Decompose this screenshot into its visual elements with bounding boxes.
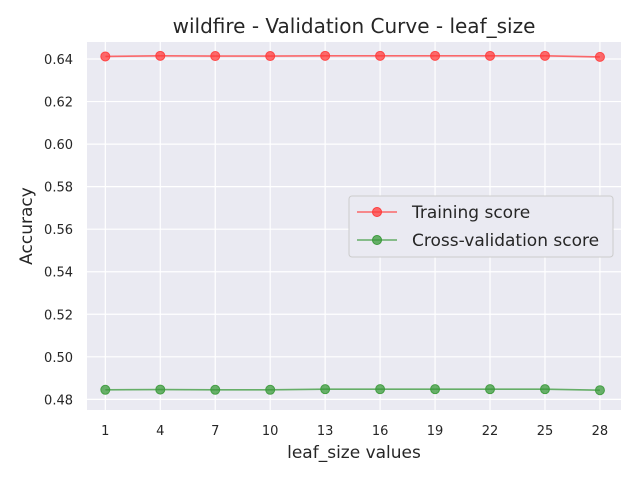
x-tick-label: 7 [211, 424, 219, 439]
legend-label-training: Training score [411, 203, 530, 223]
y-axis-label: Accuracy [17, 187, 37, 265]
data-point [155, 384, 166, 395]
x-tick-label: 4 [156, 424, 164, 439]
y-tick-label: 0.54 [44, 266, 73, 281]
data-point [155, 50, 166, 61]
legend: Training score Cross-validation score [348, 195, 614, 258]
data-point [210, 384, 221, 395]
series-layer [100, 50, 605, 396]
data-point [100, 384, 111, 395]
data-point [594, 385, 605, 396]
x-tick-label: 10 [262, 424, 279, 439]
data-point [320, 384, 331, 395]
data-point [430, 50, 441, 61]
data-point [375, 384, 386, 395]
data-point [375, 50, 386, 61]
data-point [210, 51, 221, 62]
legend-label-cv: Cross-validation score [412, 231, 599, 251]
legend-box [348, 195, 614, 258]
x-tick-label: 1 [101, 424, 109, 439]
data-point [100, 51, 111, 62]
x-tick-label: 19 [427, 424, 444, 439]
y-tick-label: 0.64 [44, 53, 73, 68]
data-point [539, 50, 550, 61]
x-tick-label: 28 [592, 424, 609, 439]
y-tick-label: 0.50 [44, 351, 73, 366]
data-point [265, 384, 276, 395]
series-line [105, 388, 600, 392]
data-point [594, 51, 605, 62]
y-tick-label: 0.56 [44, 223, 73, 238]
x-tick-label: 25 [537, 424, 554, 439]
x-tick-label: 13 [317, 424, 334, 439]
x-tick-labels: 1 4 7 10 13 16 19 22 25 28 [101, 424, 608, 439]
x-tick-label: 22 [482, 424, 499, 439]
data-point [430, 384, 441, 395]
x-axis-label: leaf_size values [287, 443, 421, 463]
x-tick-label: 16 [372, 424, 389, 439]
data-point [265, 51, 276, 62]
data-point [320, 50, 331, 61]
legend-marker-cv [372, 235, 382, 245]
data-point [485, 384, 496, 395]
y-tick-label: 0.62 [44, 96, 73, 111]
y-tick-labels: 0.48 0.50 0.52 0.54 0.56 0.58 0.60 0.62 0.64 [44, 53, 73, 408]
y-tick-label: 0.60 [44, 138, 73, 153]
data-point [485, 50, 496, 61]
chart-title: wildfire - Validation Curve - leaf_size [173, 14, 536, 38]
y-tick-label: 0.52 [44, 308, 73, 323]
data-point [539, 384, 550, 395]
y-tick-label: 0.58 [44, 181, 73, 196]
y-tick-label: 0.48 [44, 393, 73, 408]
legend-marker-training [372, 207, 382, 217]
series-line [105, 55, 600, 58]
